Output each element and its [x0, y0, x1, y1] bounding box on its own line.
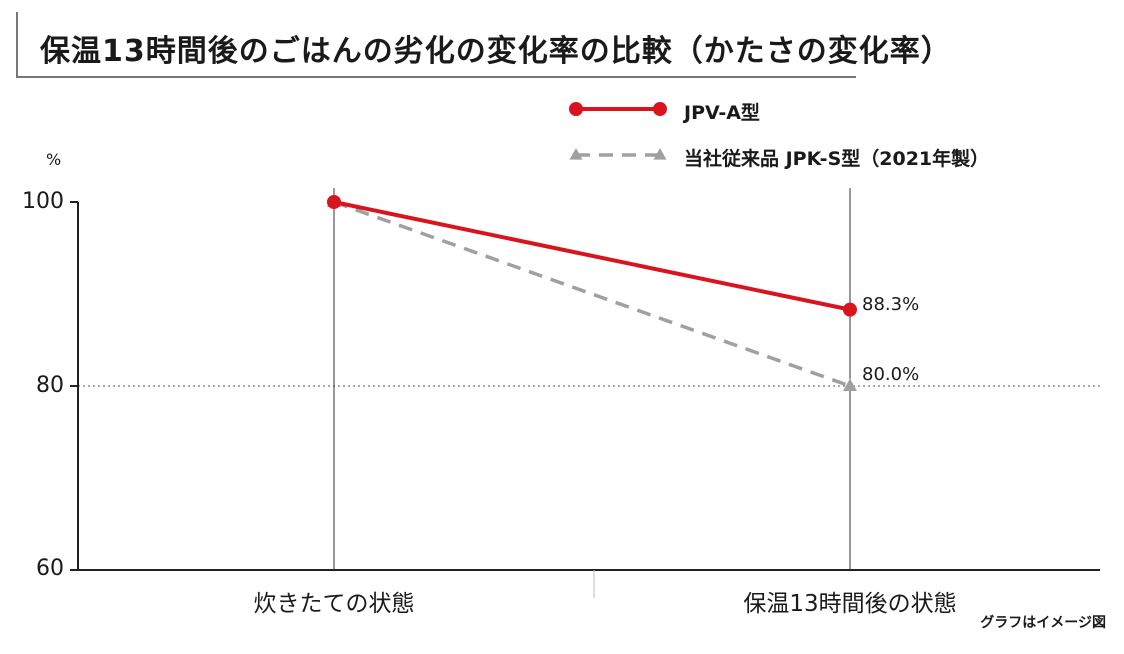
title-frame: [16, 12, 856, 78]
data-label-series-b-end: 80.0%: [862, 364, 920, 385]
y-tick-label-100: 100: [22, 189, 64, 214]
legend-label-series-b: 当社従来品 JPK-S型（2021年製）: [684, 148, 990, 170]
x-tick-label-after-13h: 保温13時間後の状態: [743, 591, 957, 617]
data-label-series-a-end: 88.3%: [862, 294, 920, 315]
x-tick-label-fresh: 炊きたての状態: [253, 591, 415, 617]
legend-marker-series-a-end: [653, 102, 667, 116]
y-tick-label-60: 60: [36, 556, 64, 581]
legend-marker-series-b-start: [569, 147, 583, 160]
legend-label-series-a: JPV-A型: [684, 102, 760, 124]
chart-title: 保温13時間後のごはんの劣化の変化率の比較（かたさの変化率）: [40, 34, 952, 69]
legend-marker-series-a-start: [569, 102, 583, 116]
series-a-point-1: [843, 302, 857, 317]
series-a-line: [333, 200, 851, 312]
image-note: グラフはイメージ図: [980, 615, 1106, 631]
legend-marker-series-b-end: [653, 147, 667, 160]
y-tick-label-80: 80: [36, 373, 64, 398]
y-axis-unit-label: %: [46, 150, 62, 169]
series-b-point-1: [843, 378, 857, 392]
series-a-point-0: [327, 195, 341, 209]
